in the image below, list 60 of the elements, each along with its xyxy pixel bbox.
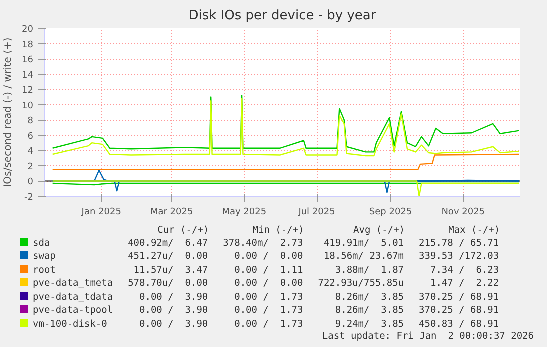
text: 7.34 / 6.23 [429,264,500,277]
text: 215.78 / 65.71 [418,236,500,250]
text: 339.53 /172.03 [418,250,500,264]
y-tick-label: 14 [22,70,34,81]
y-tick-label: 6 [28,132,34,142]
x-tick-label: May 2025 [222,208,267,218]
text: 0.00 / 1.73 [234,304,304,318]
text: 370.25 / 68.91 [418,304,500,318]
text: 9.24m/ 3.85 [334,318,406,331]
legend-label: pve-data_tdata [32,290,114,304]
text: Avg (-/+) [352,225,406,236]
text: 0.00 / 3.90 [138,304,210,318]
text: Last update: Fri Jan 2 00:00:37 2026 [321,331,534,342]
text: 1.47 / 2.22 [429,277,500,290]
text: 0.00 / 1.73 [234,318,304,331]
legend-label: root [32,264,57,277]
text: 18.56m/ 23.67m [322,250,406,264]
x-tick-label: Nov 2025 [442,208,486,218]
legend-label: pve-data-tpool [32,304,114,318]
text: 0.00 / 0.00 [234,250,304,264]
text: 450.83 / 68.91 [418,318,500,331]
x-tick-label: Sep 2025 [369,208,412,218]
text: 419.91m/ 5.01 [322,236,406,250]
text: 11.57u/ 3.47 [132,264,210,277]
y-tick-label: 12 [22,86,34,96]
text: Cur (-/+) [156,225,210,236]
y-tick-label: 8 [28,116,34,127]
text: 722.93u/755.85u [317,277,406,290]
text: 400.92m/ 6.47 [127,236,210,250]
text: Min (-/+) [252,225,304,236]
text: 8.26m/ 3.85 [334,304,406,318]
legend-label: sda [32,236,52,250]
text: 0.00 / 3.90 [138,318,210,331]
y-tick-label: 2 [28,162,34,172]
y-tick-label: 18 [22,40,34,50]
legend-label: swap [32,250,57,264]
x-tick-label: Mar 2025 [150,208,194,218]
y-axis-title: IOs/second read (-) / write (+) [3,38,14,188]
text: 370.25 / 68.91 [418,290,500,304]
text: 451.27u/ 0.00 [127,250,210,264]
text: Max (-/+) [448,225,500,236]
y-tick-label: 20 [22,25,34,35]
x-tick-label: Jan 2025 [80,208,122,218]
legend-label: vm-100-disk-0 [32,318,108,331]
text: 0.00 / 1.11 [234,264,304,277]
y-tick-label: 16 [22,56,34,66]
text: 578.70u/ 0.00 [127,277,210,290]
text: 0.00 / 0.00 [234,277,304,290]
text: 8.26m/ 3.85 [334,290,406,304]
text: 0.00 / 3.90 [138,290,210,304]
chart-title: Disk IOs per device - by year [188,8,377,24]
text: 378.40m/ 2.73 [222,236,304,250]
text: 0.00 / 1.73 [234,290,304,304]
y-tick-label: 4 [28,147,34,158]
y-tick-label: -2 [24,193,34,203]
y-tick-label: 10 [22,101,34,112]
y-tick-label: 0 [28,178,34,188]
legend-label: pve-data_tmeta [32,277,114,290]
x-tick-label: Jul 2025 [298,208,336,218]
text: 3.88m/ 1.87 [334,264,406,277]
